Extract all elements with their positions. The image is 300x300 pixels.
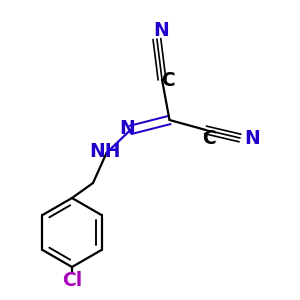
Text: Cl: Cl (62, 271, 82, 290)
Text: N: N (245, 128, 260, 148)
Text: NH: NH (89, 142, 121, 161)
Text: C: C (161, 71, 175, 91)
Text: N: N (154, 20, 169, 40)
Text: N: N (119, 119, 135, 138)
Text: C: C (202, 129, 215, 148)
